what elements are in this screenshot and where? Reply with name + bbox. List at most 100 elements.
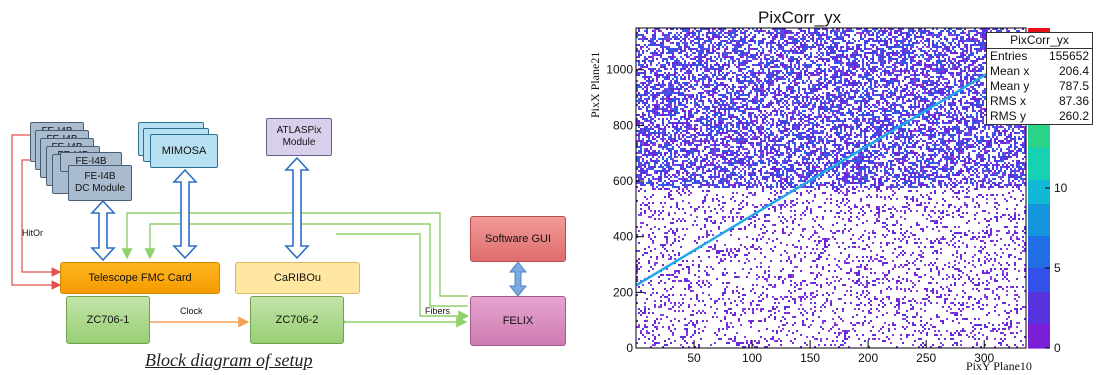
colorbar-segment (1028, 268, 1050, 277)
stats-title: PixCorr_yx (987, 33, 1092, 49)
caribou-label: CaRIBOu (273, 272, 322, 284)
colorbar-segment (1028, 340, 1050, 349)
colorbar-segment (1028, 180, 1050, 189)
chart-title: PixCorr_yx (758, 8, 842, 27)
colorbar-segment (1028, 188, 1050, 197)
stats-label: Mean x (990, 64, 1030, 78)
colorbar-segment (1028, 124, 1050, 133)
colorbar-segment (1028, 276, 1050, 285)
stats-value: 206.4 (1058, 64, 1089, 78)
zc706-1-label: ZC706-1 (86, 314, 130, 326)
colorbar-segment (1028, 284, 1050, 293)
stats-value: 87.36 (1058, 94, 1089, 108)
colorbar-segment (1028, 260, 1050, 269)
x-tick-label: 250 (916, 351, 936, 365)
arrow-atlaspix-caribou (284, 156, 310, 260)
stats-value: 155652 (1048, 49, 1089, 63)
stats-row-entries: Entries 155652 (987, 49, 1092, 64)
stats-value: 260.2 (1058, 109, 1089, 123)
zc706-1-box: ZC706-1 (66, 296, 150, 344)
colorbar-segment (1028, 300, 1050, 309)
fe-module-label: FE-I4B (75, 156, 107, 167)
colorbar-segment (1028, 140, 1050, 149)
colorbar-segment (1028, 324, 1050, 333)
colorbar-segment (1028, 332, 1050, 341)
x-tick-label: 150 (800, 351, 820, 365)
colorbar-segment (1028, 196, 1050, 205)
fe-module-front-sublabel: DC Module (74, 183, 126, 194)
colorbar-segment (1028, 156, 1050, 165)
fe-module-front-label: FE-I4B (84, 171, 116, 182)
stats-row-rms-y: RMS y 260.2 (987, 109, 1092, 124)
diagram-connections (11, 134, 528, 328)
diagram-caption: Block diagram of setup (145, 350, 313, 370)
fibers-label: Fibers (425, 306, 451, 316)
x-tick-label: 50 (687, 351, 701, 365)
atlaspix-label: ATLASPix (276, 125, 322, 136)
y-tick-label: 600 (613, 174, 633, 188)
colorbar-segment (1028, 236, 1050, 245)
colorbar-segment (1028, 204, 1050, 213)
hitor-label: HitOr (22, 228, 43, 238)
y-tick-label: 400 (613, 230, 633, 244)
caribou-box: CaRIBOu (235, 262, 360, 294)
stats-label: Mean y (990, 79, 1030, 93)
stats-label: Entries (990, 49, 1028, 63)
z-tick-label: 10 (1054, 181, 1068, 195)
green-line-2 (144, 223, 468, 307)
arrow-mimosa-fmc (172, 168, 198, 260)
atlaspix-sublabel: Module (282, 137, 316, 148)
stats-row-mean-y: Mean y 787.5 (987, 79, 1092, 94)
green-line-3 (336, 233, 470, 322)
mimosa-label: MIMOSA (161, 145, 207, 157)
mimosa-box: MIMOSA (150, 134, 218, 168)
colorbar-segment (1028, 244, 1050, 253)
telescope-fmc-card-box: Telescope FMC Card (60, 262, 220, 294)
z-tick-label: 0 (1054, 341, 1061, 355)
colorbar-segment (1028, 220, 1050, 229)
stats-row-rms-x: RMS x 87.36 (987, 94, 1092, 109)
software-gui-label: Software GUI (484, 233, 552, 245)
x-tick-label: 100 (742, 351, 762, 365)
colorbar-segment (1028, 164, 1050, 173)
colorbar-segment (1028, 148, 1050, 157)
plot-frame (635, 27, 1027, 349)
stats-label: RMS y (990, 109, 1026, 123)
heatmap-cells (636, 28, 1026, 348)
hitor-line-1 (11, 134, 62, 290)
y-axis-label: PixX Plane21 (588, 51, 602, 118)
atlaspix-module-box: ATLASPix Module (266, 118, 332, 156)
felix-label: FELIX (502, 315, 534, 327)
correlation-line (635, 49, 1027, 287)
felix-box: FELIX (470, 296, 566, 346)
colorbar-segment (1028, 292, 1050, 301)
y-tick-label: 1000 (606, 63, 633, 77)
fmc-label: Telescope FMC Card (88, 272, 192, 284)
stats-label: RMS x (990, 94, 1026, 108)
stats-value: 787.5 (1058, 79, 1089, 93)
x-tick-label: 200 (858, 351, 878, 365)
clock-label: Clock (180, 306, 203, 316)
colorbar-segment (1028, 228, 1050, 237)
colorbar-segment (1028, 212, 1050, 221)
colorbar-segment (1028, 252, 1050, 261)
colorbar-segment (1028, 172, 1050, 181)
z-tick-label: 5 (1054, 261, 1061, 275)
arrow-fe-fmc (90, 199, 116, 262)
stats-row-mean-x: Mean x 206.4 (987, 64, 1092, 79)
x-tick-label: 300 (974, 351, 994, 365)
y-tick-label: 200 (613, 285, 633, 299)
colorbar-segment (1028, 308, 1050, 317)
arrow-software-felix (508, 261, 528, 297)
zc706-2-label: ZC706-2 (275, 314, 319, 326)
zc706-2-box: ZC706-2 (250, 296, 344, 344)
y-tick-label: 800 (613, 118, 633, 132)
stats-box: PixCorr_yx Entries 155652 Mean x 206.4 Mea… (986, 32, 1093, 125)
software-gui-box: Software GUI (470, 216, 566, 262)
green-line-1 (121, 212, 468, 297)
fe-module-front: FE-I4B DC Module (68, 165, 132, 201)
y-tick-label: 0 (626, 341, 633, 355)
colorbar-segment (1028, 132, 1050, 141)
x-axis-label: PixY Plane10 (966, 359, 1032, 373)
